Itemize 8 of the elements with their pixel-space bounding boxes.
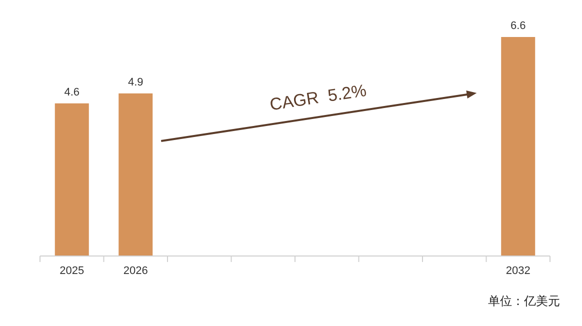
x-tick-label: 2032 — [506, 265, 530, 277]
x-tick-label: 2025 — [60, 265, 84, 277]
data-label: 4.6 — [64, 86, 80, 98]
x-tick-label: 2026 — [123, 265, 148, 277]
data-label: 4.9 — [128, 76, 144, 88]
text: 单位：亿美元 — [488, 294, 560, 308]
annotation: CAGR 5.2% — [268, 80, 368, 114]
data-label: 6.6 — [510, 20, 526, 32]
